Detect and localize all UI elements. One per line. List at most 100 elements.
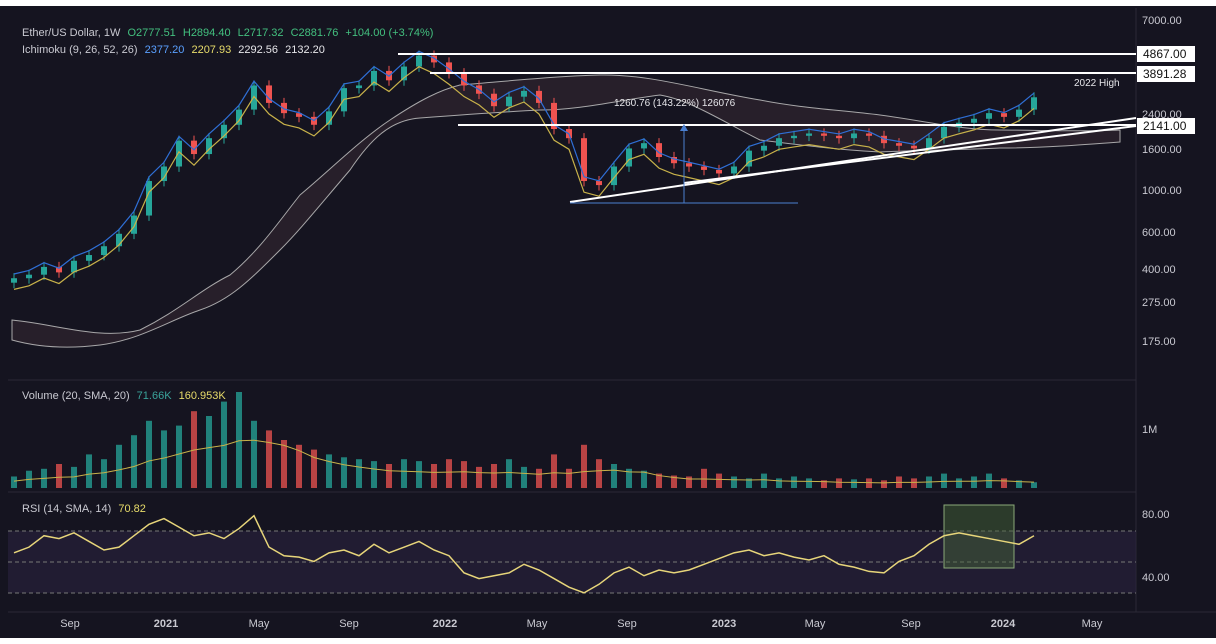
candle-body <box>821 133 827 136</box>
candle-body <box>581 138 587 182</box>
volume-bar <box>71 466 77 488</box>
rsi-line <box>13 514 1035 594</box>
candle-body <box>221 124 227 139</box>
price-tag-3891: 3891.28 <box>1143 67 1187 81</box>
time-tick-2024: 2024 <box>991 618 1016 630</box>
candle-body <box>461 73 467 86</box>
price-tags: 4867.00 3891.28 2141.00 <box>1137 46 1195 134</box>
ichimoku-legend[interactable]: Ichimoku (9, 26, 52, 26) 2377.20 2207.93… <box>22 44 329 56</box>
volume-bar <box>476 466 482 488</box>
volume-bar <box>296 444 302 488</box>
volume-bar <box>356 459 362 488</box>
ichimoku-value-4: 2132.20 <box>285 44 325 56</box>
volume-bar <box>56 464 62 488</box>
candle-body <box>296 113 302 117</box>
candle-body <box>101 246 107 256</box>
candle-body <box>371 70 377 86</box>
rsi-tick-80: 80.00 <box>1142 509 1170 521</box>
volume-bar <box>446 459 452 488</box>
time-axis: Sep 2021 May Sep 2022 May Sep 2023 May S… <box>60 618 1103 630</box>
volume-bar <box>536 468 542 488</box>
candle-body <box>266 85 272 103</box>
annotations: 1260.76 (143.22%) 126076 2022 High <box>398 53 1137 204</box>
volume-bar <box>821 480 827 488</box>
candle-body <box>1031 97 1037 110</box>
candle-body <box>431 55 437 63</box>
volume-bar <box>881 480 887 488</box>
volume-bar <box>731 476 737 488</box>
candle-body <box>1001 113 1007 117</box>
volume-bar <box>206 416 212 488</box>
volume-value-2: 160.953K <box>178 390 226 402</box>
candle-body <box>41 266 47 275</box>
volume-bar <box>251 420 257 488</box>
candle-body <box>86 255 92 261</box>
rsi-tick-40: 40.00 <box>1142 572 1170 584</box>
time-tick-may-2021: May <box>249 618 270 630</box>
candle-body <box>716 169 722 174</box>
volume-legend[interactable]: Volume (20, SMA, 20) 71.66K 160.953K <box>22 390 230 402</box>
volume-bar <box>596 459 602 488</box>
rsi-value: 70.82 <box>118 503 146 515</box>
ichimoku-value-1: 2377.20 <box>144 44 185 56</box>
price-tag-4867-box <box>1137 46 1195 62</box>
candle-body <box>671 156 677 164</box>
volume-bar <box>86 454 92 488</box>
price-layer <box>11 50 1037 290</box>
candle-body <box>131 215 137 234</box>
candle-body <box>551 102 557 130</box>
volume-bar <box>671 475 677 488</box>
candle-body <box>506 96 512 107</box>
time-tick-sep-2020: Sep <box>60 618 80 630</box>
low-value: L2717.32 <box>237 27 284 39</box>
candle-body <box>1016 109 1022 117</box>
candle-body <box>56 266 62 273</box>
measure-arrow <box>680 124 688 131</box>
volume-bar <box>491 464 497 488</box>
volume-value-1: 71.66K <box>136 390 172 402</box>
time-tick-may-2024: May <box>1082 618 1103 630</box>
symbol-name: Ether/US Dollar, 1W <box>22 27 121 39</box>
candle-body <box>116 233 122 247</box>
volume-bar <box>626 468 632 488</box>
candle-body <box>521 90 527 97</box>
volume-bar <box>281 440 287 488</box>
volume-bar <box>431 464 437 488</box>
price-axis: 7000.00 2400.00 1600.00 1000.00 600.00 4… <box>1142 15 1182 348</box>
ichimoku-label: Ichimoku (9, 26, 52, 26) <box>22 44 138 56</box>
bottom-strip <box>0 638 1216 644</box>
candle-body <box>866 133 872 136</box>
candle-body <box>326 111 332 125</box>
volume-bar <box>11 476 17 488</box>
candle-body <box>701 166 707 170</box>
price-tick-1000: 1000.00 <box>1142 185 1182 197</box>
candle-body <box>401 66 407 81</box>
volume-bar <box>506 459 512 488</box>
rsi-legend[interactable]: RSI (14, SMA, 14) 70.82 <box>22 503 150 515</box>
volume-bar <box>1031 482 1037 488</box>
close-value: C2881.76 <box>290 27 339 39</box>
open-value: O2777.51 <box>127 27 176 39</box>
volume-bar <box>941 473 947 488</box>
candle-body <box>416 55 422 67</box>
price-tick-175: 175.00 <box>1142 336 1176 348</box>
symbol-legend[interactable]: Ether/US Dollar, 1W O2777.51 H2894.40 L2… <box>22 27 437 39</box>
volume-bar <box>836 478 842 488</box>
volume-bar <box>101 459 107 488</box>
volume-bar <box>566 468 572 488</box>
price-tick-275: 275.00 <box>1142 297 1176 309</box>
tenkan-line <box>13 50 1035 275</box>
volume-bar <box>806 478 812 488</box>
volume-bar <box>581 444 587 488</box>
ascending-trendline-2 <box>683 125 1137 184</box>
volume-bar <box>326 454 332 488</box>
candle-body <box>281 102 287 114</box>
candle-body <box>191 140 197 155</box>
volume-bar <box>386 464 392 488</box>
rsi-label: RSI (14, SMA, 14) <box>22 503 112 515</box>
candle-body <box>806 133 812 136</box>
candle-body <box>206 138 212 155</box>
volume-bar <box>686 476 692 488</box>
